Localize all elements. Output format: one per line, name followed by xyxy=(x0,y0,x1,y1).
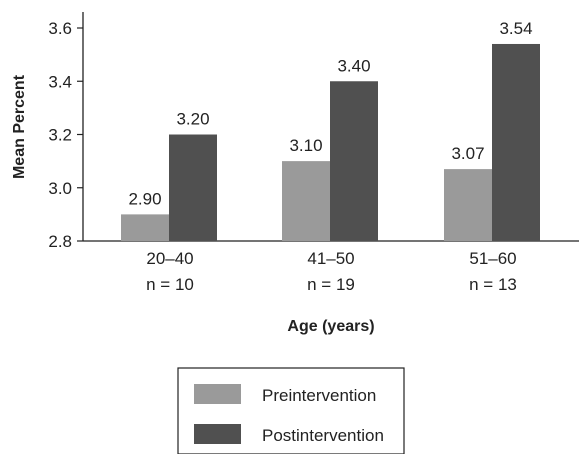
bar-postintervention-1 xyxy=(169,134,217,241)
bar-preintervention-2 xyxy=(282,161,330,241)
y-tick-label: 3.0 xyxy=(48,179,72,198)
legend-label-2: Postintervention xyxy=(262,426,384,445)
data-label: 3.20 xyxy=(176,110,209,129)
y-tick-label: 3.6 xyxy=(48,19,72,38)
category-sublabel: n = 10 xyxy=(146,275,194,294)
category-labels: 20–40 n = 10 41–50 n = 19 51–60 n = 13 xyxy=(146,249,517,294)
bar-postintervention-2 xyxy=(330,81,378,241)
bar-postintervention-3 xyxy=(492,43,540,241)
category-label: 41–50 xyxy=(307,249,354,268)
x-axis-title: Age (years) xyxy=(287,318,374,335)
bars xyxy=(121,43,540,241)
data-label: 3.07 xyxy=(451,144,484,163)
y-tick-label: 3.4 xyxy=(48,72,72,91)
data-label: 3.40 xyxy=(337,56,370,75)
data-label: 2.90 xyxy=(128,189,161,208)
legend-swatch-2 xyxy=(194,424,241,444)
value-labels: 2.90 3.20 3.10 3.40 3.07 3.54 xyxy=(128,19,532,208)
data-label: 3.54 xyxy=(499,19,532,38)
category-sublabel: n = 19 xyxy=(307,275,355,294)
legend-swatch-1 xyxy=(194,384,241,404)
y-ticks: 2.8 3.0 3.2 3.4 3.6 xyxy=(48,19,83,251)
data-label: 3.10 xyxy=(289,136,322,155)
y-tick-label: 3.2 xyxy=(48,126,72,145)
y-axis-title: Mean Percent xyxy=(11,74,28,179)
legend-label-1: Preintervention xyxy=(262,386,376,405)
category-label: 51–60 xyxy=(469,249,516,268)
bar-preintervention-3 xyxy=(444,169,492,241)
legend: Preintervention Postintervention xyxy=(177,367,405,454)
category-sublabel: n = 13 xyxy=(469,275,517,294)
bar-preintervention-1 xyxy=(121,214,169,241)
y-tick-label: 2.8 xyxy=(48,232,72,251)
category-label: 20–40 xyxy=(146,249,193,268)
